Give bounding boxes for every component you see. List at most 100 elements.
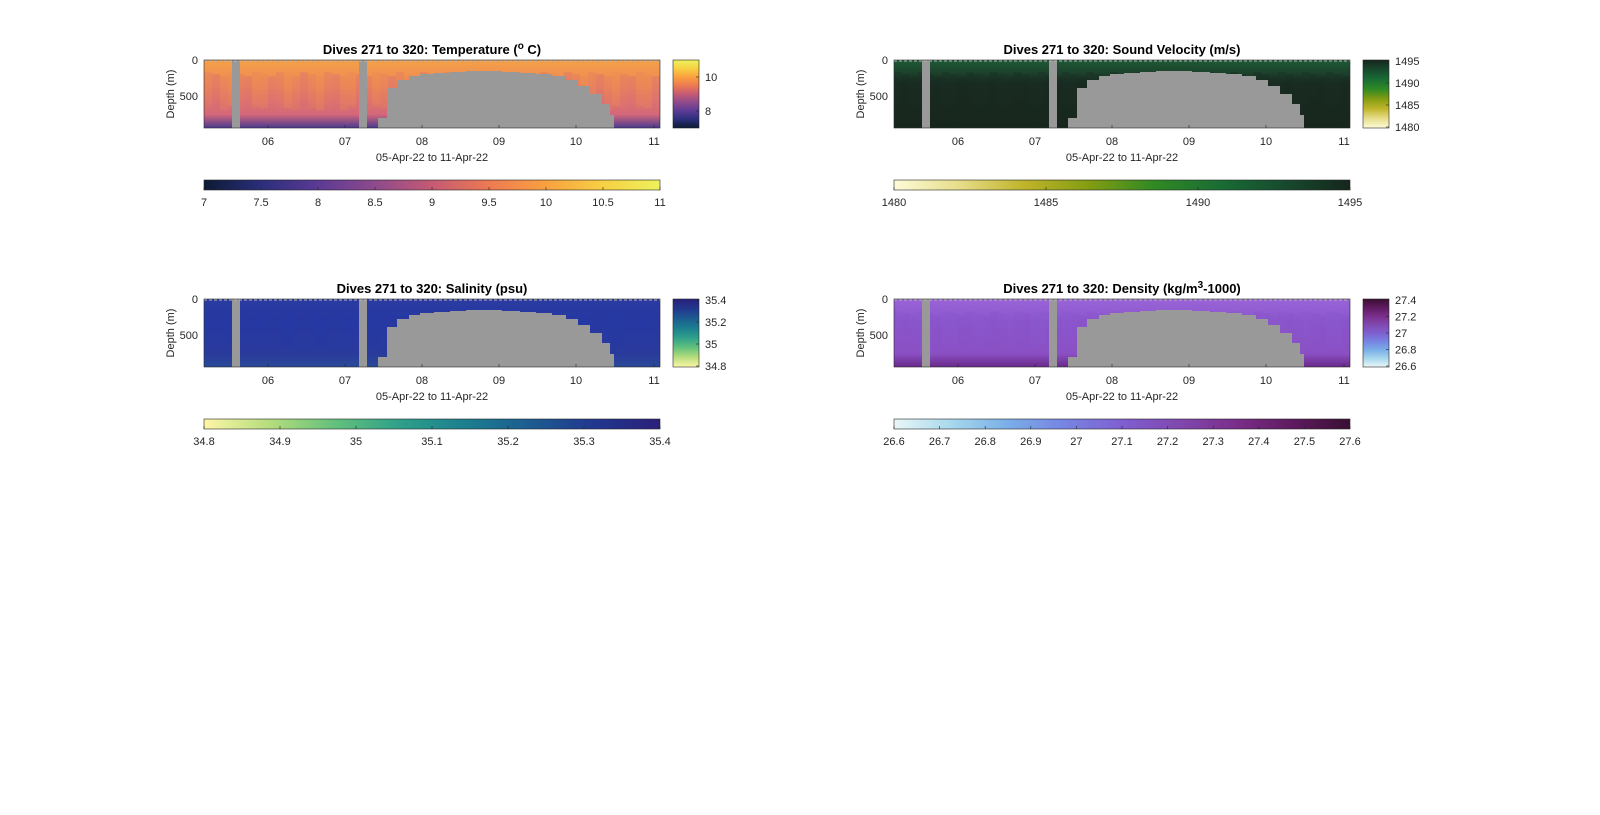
- heatmap-column: [348, 72, 356, 107]
- heatmap-column: [324, 311, 332, 346]
- heatmap-column: [1342, 76, 1350, 111]
- heatmap-column: [1022, 313, 1030, 348]
- heatmap-column: [1006, 315, 1014, 350]
- chart-title: Dives 271 to 320: Sound Velocity (m/s): [1004, 42, 1241, 57]
- no-data-block: [1256, 319, 1268, 367]
- heatmap-column: [982, 76, 990, 111]
- heatmap-column: [636, 72, 644, 107]
- heatmap-column: [308, 313, 316, 348]
- no-data-block: [1210, 312, 1226, 367]
- heatmap-column: [588, 311, 596, 346]
- x-tick-label: 10: [1260, 136, 1272, 148]
- heatmap-column: [1334, 313, 1342, 348]
- side-colorbar-tick-label: 27: [1395, 328, 1407, 340]
- heatmap-column: [276, 311, 284, 346]
- side-colorbar-tick-label: 27.2: [1395, 312, 1416, 324]
- no-data-block: [1300, 115, 1304, 128]
- heatmap-column: [220, 76, 228, 111]
- side-colorbar-tick-label: 35.2: [705, 317, 726, 329]
- no-data-block: [610, 115, 614, 128]
- heatmap-column: [1326, 311, 1334, 346]
- heatmap-column: [652, 315, 660, 350]
- heatmap-column: [620, 313, 628, 348]
- x-tick-label: 11: [1338, 375, 1349, 387]
- heatmap-column: [300, 72, 308, 107]
- heatmap-column: [1062, 72, 1070, 107]
- no-data-block: [578, 86, 590, 128]
- heatmap-column: [934, 315, 942, 350]
- chart-title: Dives 271 to 320: Density (kg/m3-1000): [1003, 280, 1241, 296]
- heatmap-column: [252, 72, 260, 107]
- no-data-block: [359, 299, 367, 367]
- heatmap-column: [300, 311, 308, 346]
- bottom-colorbar-tick-label: 35.2: [497, 436, 518, 448]
- no-data-block: [552, 76, 566, 128]
- bottom-colorbar-tick-label: 9.5: [481, 197, 496, 209]
- x-tick-label: 08: [1106, 375, 1118, 387]
- side-colorbar-tick-label: 1495: [1395, 56, 1419, 68]
- no-data-block: [1099, 76, 1110, 128]
- x-tick-label: 11: [648, 375, 659, 387]
- x-tick-label: 06: [262, 375, 274, 387]
- x-tick-label: 06: [952, 375, 964, 387]
- y-tick-label: 0: [192, 294, 198, 306]
- x-tick-label: 07: [1029, 136, 1041, 148]
- heatmap-column: [1054, 76, 1062, 111]
- no-data-block: [1192, 311, 1210, 367]
- no-data-block: [409, 315, 420, 367]
- axes-frame: [893, 298, 1351, 368]
- heatmap-column: [1286, 313, 1294, 348]
- heatmap-column: [950, 74, 958, 109]
- no-data-block: [520, 73, 536, 128]
- heatmap-column: [1038, 72, 1046, 107]
- no-data-block: [578, 325, 590, 367]
- heatmap-column: [1054, 315, 1062, 350]
- no-data-block: [450, 72, 466, 128]
- heatmap-column: [588, 72, 596, 107]
- no-data-block: [1268, 86, 1280, 128]
- heatmap-column: [652, 76, 660, 111]
- no-data-block: [450, 311, 466, 367]
- no-data-block: [1292, 104, 1300, 128]
- heatmap-column: [990, 311, 998, 346]
- heatmap-column: [316, 315, 324, 350]
- no-data-block: [434, 312, 450, 367]
- heatmap-column: [284, 313, 292, 348]
- y-axis-label: Depth (m): [165, 309, 177, 358]
- no-data-block: [1140, 72, 1156, 128]
- bottom-colorbar-tick-label: 1485: [1034, 197, 1058, 209]
- bottom-colorbar-tick-label: 27.5: [1294, 436, 1315, 448]
- no-data-block: [552, 315, 566, 367]
- heatmap-column: [1318, 315, 1326, 350]
- x-tick-label: 07: [1029, 375, 1041, 387]
- heatmap-column: [1062, 311, 1070, 346]
- no-data-block: [1226, 74, 1242, 128]
- no-data-block: [232, 60, 240, 128]
- no-data-block: [1268, 325, 1280, 367]
- x-tick-label: 08: [416, 375, 428, 387]
- heatmap-column: [372, 72, 380, 107]
- x-tick-label: 11: [1338, 136, 1349, 148]
- y-axis-label: Depth (m): [855, 70, 867, 119]
- no-data-block: [566, 80, 578, 128]
- no-data-block: [520, 312, 536, 367]
- heatmap-column: [292, 76, 300, 111]
- x-tick-label: 08: [1106, 136, 1118, 148]
- y-tick-label: 500: [180, 330, 198, 342]
- heatmap-column: [612, 72, 620, 107]
- heatmap-column: [942, 72, 950, 107]
- bottom-colorbar-tick-label: 8: [315, 197, 321, 209]
- heatmap-column: [1014, 311, 1022, 346]
- heatmap-column: [1070, 74, 1078, 109]
- x-tick-label: 10: [570, 375, 582, 387]
- heatmap-column: [1310, 313, 1318, 348]
- density-panel: Dives 271 to 320: Density (kg/m3-1000) 0 5…: [850, 277, 1416, 477]
- x-tick-label: 06: [262, 136, 274, 148]
- side-colorbar-tick-label: 1490: [1395, 78, 1419, 90]
- axes-frame: [893, 59, 1351, 129]
- heatmap-column: [276, 72, 284, 107]
- sound-velocity-chart: Dives 271 to 320: Sound Velocity (m/s)05…: [855, 42, 1419, 209]
- x-tick-label: 11: [648, 136, 659, 148]
- x-axis-label: 05-Apr-22 to 11-Apr-22: [376, 152, 488, 164]
- no-data-block: [1068, 118, 1077, 128]
